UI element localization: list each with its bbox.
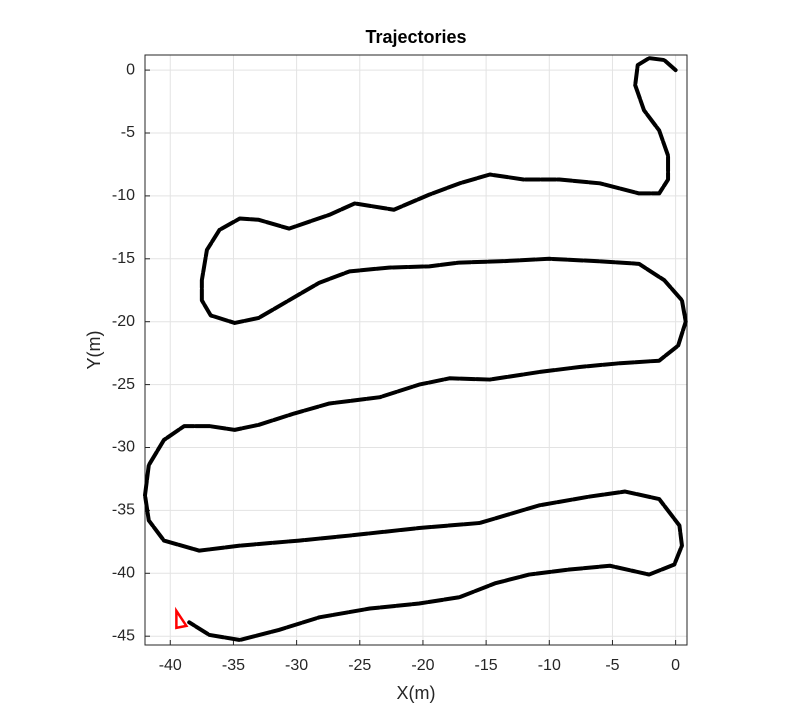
x-tick-label: -40 xyxy=(159,657,182,674)
x-tick-label: -20 xyxy=(411,657,434,674)
y-tick-label: -25 xyxy=(112,376,135,393)
x-tick-label: 0 xyxy=(671,657,680,674)
y-tick-label: -40 xyxy=(112,565,135,582)
end-marker xyxy=(175,606,189,630)
x-tick-label: -5 xyxy=(605,657,619,674)
y-tick-label: -15 xyxy=(112,250,135,267)
chart-title: Trajectories xyxy=(365,27,466,47)
x-axis-label: X(m) xyxy=(397,683,436,703)
y-axis-label: Y(m) xyxy=(84,331,104,370)
x-tick-label: -30 xyxy=(285,657,308,674)
y-tick-label: -30 xyxy=(112,439,135,456)
x-tick-label: -15 xyxy=(475,657,498,674)
y-tick-label: -5 xyxy=(121,124,135,141)
trajectory-line xyxy=(143,56,688,642)
y-tick-label: -45 xyxy=(112,627,135,644)
x-tick-label: -25 xyxy=(348,657,371,674)
y-tick-label: -10 xyxy=(112,187,135,204)
y-tick-label: -35 xyxy=(112,502,135,519)
plot-frame xyxy=(144,54,688,646)
x-tick-label: -35 xyxy=(222,657,245,674)
y-tick-label: -20 xyxy=(112,313,135,330)
y-tick-label: 0 xyxy=(126,61,135,78)
x-tick-label: -10 xyxy=(538,657,561,674)
